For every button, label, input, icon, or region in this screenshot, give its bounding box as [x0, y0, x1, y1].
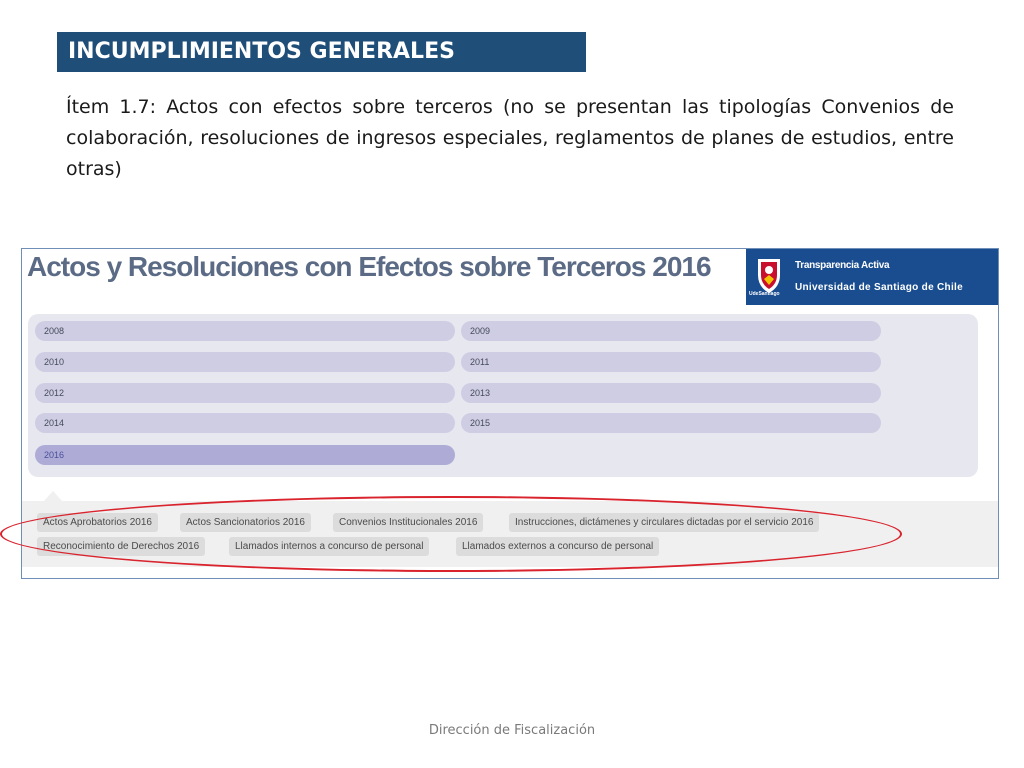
year-pill-2011[interactable]: 2011 — [461, 352, 881, 372]
brand-line-1: Transparencia Activa — [795, 260, 890, 271]
logo-caption: UdeSantiago — [749, 291, 780, 297]
year-pill-2008[interactable]: 2008 — [35, 321, 455, 341]
tab-convenios-institucionales[interactable]: Convenios Institucionales 2016 — [333, 513, 484, 532]
tab-actos-aprobatorios[interactable]: Actos Aprobatorios 2016 — [37, 513, 158, 532]
year-pill-2013[interactable]: 2013 — [461, 383, 881, 403]
tab-llamados-externos[interactable]: Llamados externos a concurso de personal — [456, 537, 660, 556]
slide-footer: Dirección de Fiscalización — [428, 723, 596, 738]
tab-instrucciones-dictamenes[interactable]: Instrucciones, dictámenes y circulares d… — [509, 513, 820, 532]
tab-llamados-internos[interactable]: Llamados internos a concurso de personal — [229, 537, 430, 556]
year-pill-2015[interactable]: 2015 — [461, 413, 881, 433]
year-pill-2016-active[interactable]: 2016 — [35, 445, 455, 465]
category-tabs-panel: Actos Aprobatorios 2016 Actos Sancionato… — [22, 501, 998, 567]
year-pill-2012[interactable]: 2012 — [35, 383, 455, 403]
tab-reconocimiento-derechos[interactable]: Reconocimiento de Derechos 2016 — [37, 537, 206, 556]
brand-banner[interactable]: UdeSantiago Transparencia Activa Univers… — [746, 249, 998, 305]
slide-title: INCUMPLIMIENTOS GENERALES — [57, 32, 586, 72]
year-pill-2010[interactable]: 2010 — [35, 352, 455, 372]
year-pill-2009[interactable]: 2009 — [461, 321, 881, 341]
university-crest-icon — [758, 259, 780, 293]
embedded-screenshot: Actos y Resoluciones con Efectos sobre T… — [21, 248, 999, 579]
year-panel: 2008 2009 2010 2011 2012 2013 2014 2015 … — [28, 314, 978, 477]
tab-actos-sancionatorios[interactable]: Actos Sancionatorios 2016 — [180, 513, 311, 532]
slide-body-text: Ítem 1.7: Actos con efectos sobre tercer… — [66, 96, 954, 180]
tab-pointer — [44, 491, 62, 501]
page-heading: Actos y Resoluciones con Efectos sobre T… — [27, 251, 712, 282]
year-pill-2014[interactable]: 2014 — [35, 413, 455, 433]
brand-line-2: Universidad de Santiago de Chile — [795, 282, 963, 293]
